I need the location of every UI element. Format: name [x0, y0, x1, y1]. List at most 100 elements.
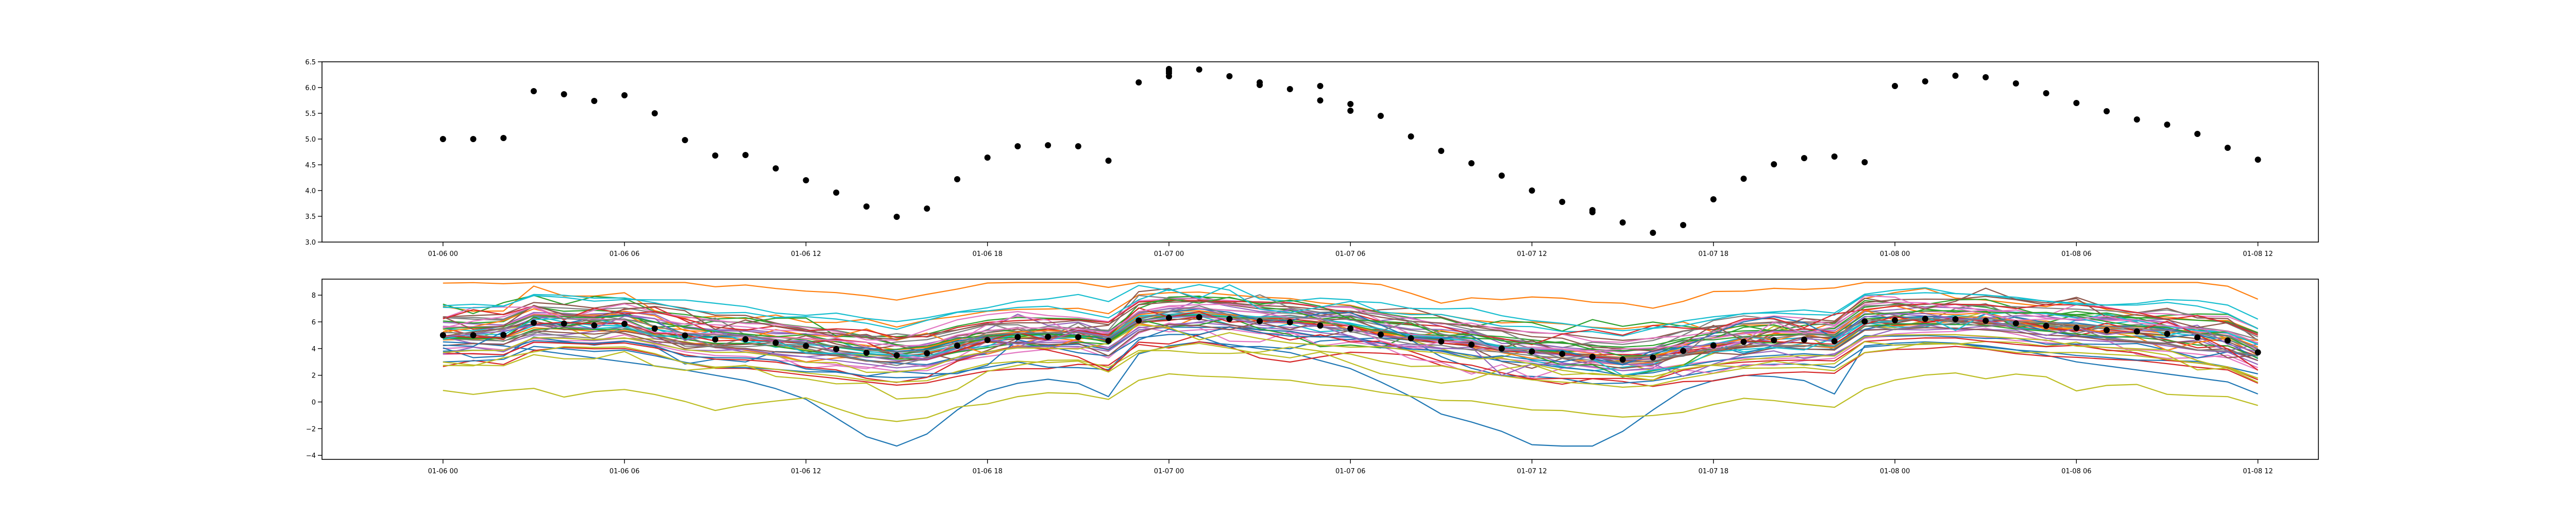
scatter-point	[439, 136, 446, 142]
scatter-point	[1952, 73, 1959, 79]
scatter-point	[1075, 143, 1081, 149]
x-tick-label: 01-07 18	[1699, 468, 1728, 475]
mean-point	[1589, 353, 1596, 360]
mean-point	[1952, 316, 1959, 322]
x-tick-label: 01-08 12	[2243, 250, 2273, 258]
y-tick-label: 5.0	[305, 136, 316, 144]
mean-point	[1136, 317, 1142, 324]
x-tick-label: 01-06 12	[791, 468, 821, 475]
mean-point	[1317, 322, 1324, 329]
x-axis-ticks: 01-06 00 01-06 06 01-06 12 01-06 18 01-07 00…	[428, 242, 2273, 258]
x-tick-label: 01-07 12	[1517, 250, 1547, 258]
x-tick-label: 01-07 06	[1335, 250, 1365, 258]
scatter-point	[1650, 230, 1656, 236]
scatter-point	[742, 152, 749, 158]
mean-point	[1196, 314, 1202, 320]
mean-point	[2073, 324, 2080, 331]
ensemble-member-line	[443, 317, 2259, 377]
x-tick-label: 01-08 12	[2243, 468, 2273, 475]
mean-point	[1408, 335, 1414, 341]
y-tick-label: 3.5	[305, 213, 316, 221]
mean-point	[924, 350, 930, 356]
mean-point	[712, 336, 719, 343]
top-scatter-chart: 01-06 00 01-06 06 01-06 12 01-06 18 01-07 00…	[305, 59, 2319, 258]
y-tick-label: −2	[306, 425, 316, 433]
scatter-point	[2255, 157, 2261, 163]
scatter-point	[470, 136, 477, 142]
mean-point	[833, 346, 840, 352]
y-tick-label: 8	[312, 292, 316, 300]
scatter-point	[2133, 116, 2140, 123]
scatter-point	[2012, 80, 2019, 87]
mean-point	[1740, 338, 1747, 345]
y-axis-ticks: 3.0 3.5 4.0 4.5 5.0 5.5 6.0 6.5	[305, 59, 322, 247]
mean-point	[1982, 317, 1989, 324]
mean-point	[1105, 337, 1112, 344]
scatter-point	[1317, 83, 1324, 89]
ensemble-member-lines	[443, 282, 2259, 447]
scatter-point	[1286, 86, 1293, 92]
mean-point	[893, 352, 900, 359]
mean-point	[439, 332, 446, 338]
mean-point	[984, 337, 991, 344]
y-tick-label: 4.5	[305, 162, 316, 169]
mean-point	[2255, 349, 2261, 356]
scatter-point	[591, 98, 598, 104]
x-tick-label: 01-06 00	[428, 468, 458, 475]
x-tick-label: 01-06 18	[972, 250, 1002, 258]
mean-point	[2224, 337, 2231, 344]
mean-point	[742, 336, 749, 342]
mean-point	[1165, 315, 1172, 321]
y-tick-label: 6.0	[305, 84, 316, 92]
mean-point	[561, 320, 567, 327]
y-tick-label: 6.5	[305, 59, 316, 66]
scatter-point	[1529, 187, 1535, 194]
x-tick-label: 01-06 06	[609, 468, 639, 475]
mean-point	[1710, 342, 1717, 349]
mean-point	[863, 349, 870, 356]
y-tick-label: 5.5	[305, 110, 316, 118]
ensemble-member-line	[443, 287, 2258, 352]
x-tick-label: 01-08 00	[1880, 468, 1910, 475]
scatter-point	[1347, 101, 1354, 107]
ensemble-member-line	[443, 285, 2259, 334]
mean-point	[530, 319, 537, 326]
scatter-point	[863, 203, 870, 210]
x-tick-label: 01-07 00	[1154, 468, 1184, 475]
y-tick-label: 6	[312, 319, 316, 327]
scatter-point	[500, 135, 507, 141]
mean-point	[651, 325, 658, 332]
scatter-point	[1317, 97, 1324, 104]
mean-point	[1771, 337, 1777, 344]
mean-point	[500, 332, 507, 338]
ensemble-member-line	[443, 282, 2259, 309]
scatter-point	[954, 176, 960, 182]
x-tick-label: 01-07 18	[1699, 250, 1728, 258]
x-tick-label: 01-08 06	[2061, 250, 2091, 258]
bottom-plot-frame	[321, 279, 2319, 460]
scatter-point	[1680, 222, 1687, 228]
scatter-point	[1377, 113, 1384, 119]
y-tick-label: 4.0	[305, 187, 316, 195]
mean-point	[1498, 345, 1505, 352]
mean-point	[803, 342, 809, 349]
scatter-point	[1408, 133, 1414, 140]
scatter-point	[1710, 196, 1717, 202]
mean-point	[1650, 354, 1656, 361]
scatter-point	[712, 152, 719, 159]
scatter-point	[893, 214, 900, 220]
ensemble-mean-points	[439, 314, 2261, 363]
scatter-point	[1045, 142, 1052, 148]
scatter-point	[621, 92, 628, 98]
y-tick-label: 0	[312, 399, 316, 407]
x-axis-ticks: 01-06 00 01-06 06 01-06 12 01-06 18 01-07 00…	[428, 459, 2273, 475]
scatter-point	[1105, 158, 1112, 164]
mean-point	[1468, 341, 1475, 348]
mean-point	[682, 332, 688, 339]
top-plot-frame	[321, 61, 2319, 243]
scatter-points	[439, 66, 2261, 236]
x-tick-label: 01-06 18	[972, 468, 1002, 475]
mean-point	[1559, 351, 1566, 357]
scatter-point	[1498, 173, 1505, 179]
